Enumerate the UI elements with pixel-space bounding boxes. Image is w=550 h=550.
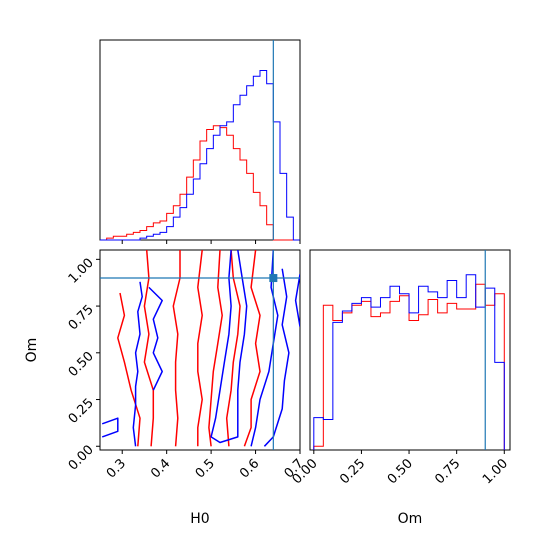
contour-ytick-label-0: 0.00 xyxy=(66,442,97,473)
h0-histogram-layer xyxy=(100,40,301,244)
contour-series-0-line-5 xyxy=(225,250,241,447)
contour-ytick-label-4: 1.00 xyxy=(66,256,97,287)
contour-layer xyxy=(100,250,300,450)
contour-xtick-label-0: 0.3 xyxy=(104,456,129,481)
contour-series-0-line-3 xyxy=(197,250,203,447)
contour-ytick-label-3: 0.75 xyxy=(66,302,97,333)
contour-series-1-line-5 xyxy=(263,268,290,447)
axes-layer: 0.3 0.4 0.5 0.6 0.70.000.250.500.751.000.00 0… xyxy=(66,256,511,488)
contour-series-1-line-0 xyxy=(132,281,143,447)
contour-xtick-label-2: 0.5 xyxy=(193,456,218,481)
contour-truth-marker xyxy=(269,274,278,283)
contour-xtick-label-3: 0.6 xyxy=(237,456,262,481)
x-axis-title-h0: H0 xyxy=(190,511,209,527)
h0-hist-series-0-step-line xyxy=(100,125,300,241)
contour-series-0-line-1 xyxy=(143,250,155,447)
x-axis-title-om: Om xyxy=(398,511,423,527)
contour-xtick-label-1: 0.4 xyxy=(148,456,173,481)
contour-series-0-line-0 xyxy=(117,292,141,447)
h0-hist-series-1-step-line xyxy=(100,69,300,241)
contour-series-0-line-6 xyxy=(243,250,261,447)
contour-lines xyxy=(101,250,300,447)
contour-ytick-label-2: 0.50 xyxy=(66,349,97,380)
om-xtick-label-2: 0.50 xyxy=(385,456,416,487)
contour-series-1-line-2 xyxy=(101,417,119,438)
contour-series-1-line-1 xyxy=(148,286,163,391)
om-xtick-label-3: 0.75 xyxy=(432,456,463,487)
contour-series-1-line-6 xyxy=(294,274,300,327)
om-xtick-label-4: 1.00 xyxy=(480,456,511,487)
contour-series-1-line-4 xyxy=(250,250,279,447)
contour-series-0-line-2 xyxy=(172,250,181,447)
om-hist-series-1-step-line xyxy=(313,274,505,450)
h0-histogram-panel xyxy=(99,39,301,241)
om-xtick-label-1: 0.25 xyxy=(337,456,368,487)
contour-panel xyxy=(99,249,301,451)
contour-series-0-line-4 xyxy=(208,250,223,447)
om-histogram-layer xyxy=(313,250,505,450)
om-histogram-panel xyxy=(309,249,511,451)
contour-series-1-line-3 xyxy=(210,250,248,444)
y-axis-title-om: Om xyxy=(24,338,40,363)
contour-ytick-label-1: 0.25 xyxy=(66,396,97,427)
